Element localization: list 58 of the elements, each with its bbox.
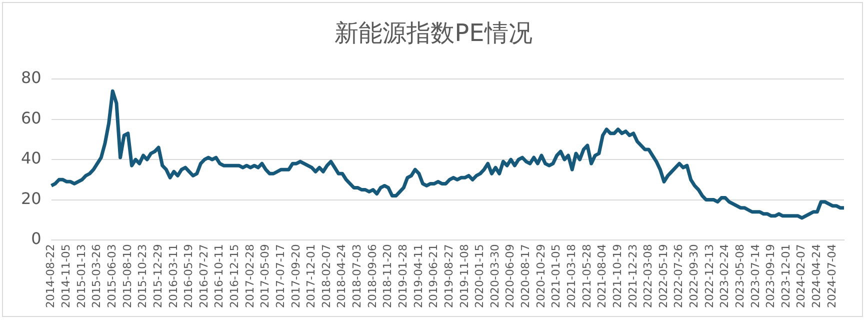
- y-tick-label: 60: [21, 108, 42, 128]
- x-tick-label: 2023-12-01: [779, 244, 792, 308]
- x-tick-label: 2016-05-19: [182, 244, 196, 308]
- x-tick-label: 2024-04-24: [810, 244, 824, 308]
- y-tick-label: 40: [21, 148, 42, 168]
- x-tick-label: 2014-11-05: [60, 244, 73, 308]
- x-tick-label: 2017-07-17: [274, 244, 287, 308]
- x-tick-label: 2017-09-20: [289, 244, 302, 308]
- x-tick-label: 2020-10-29: [534, 244, 548, 308]
- x-tick-label: 2019-11-08: [458, 244, 471, 308]
- x-tick-label: 2016-12-15: [228, 244, 242, 308]
- x-tick-label: 2018-07-03: [350, 244, 364, 308]
- x-tick-label: 2023-02-24: [718, 244, 732, 308]
- x-tick-label: 2021-01-05: [550, 244, 563, 308]
- x-tick-label: 2023-05-08: [733, 244, 746, 308]
- x-tick-label: 2022-05-19: [656, 244, 670, 308]
- x-tick-label: 2016-03-11: [166, 244, 180, 308]
- x-tick-label: 2015-08-10: [120, 244, 134, 308]
- x-tick-label: 2020-08-17: [519, 244, 532, 308]
- x-tick-label: 2020-06-09: [504, 244, 517, 308]
- chart-title: 新能源指数PE情况: [334, 18, 534, 49]
- x-tick-label: 2024-07-04: [825, 244, 838, 308]
- x-tick-label: 2020-03-30: [488, 244, 502, 308]
- x-tick-label: 2022-07-26: [672, 244, 686, 308]
- x-tick-label: 2019-04-11: [412, 244, 425, 308]
- x-tick-label: 2018-04-24: [335, 244, 348, 308]
- y-tick-label: 80: [21, 68, 42, 88]
- x-tick-label: 2023-09-19: [764, 244, 778, 308]
- x-tick-label: 2015-10-23: [136, 244, 150, 308]
- x-tick-label: 2015-03-26: [90, 244, 104, 308]
- x-tick-label: 2021-10-19: [610, 244, 624, 308]
- x-tick-label: 2015-01-13: [74, 244, 88, 308]
- x-tick-label: 2021-12-23: [626, 244, 640, 308]
- x-tick-label: 2019-06-21: [427, 244, 440, 308]
- x-tick-label: 2017-02-28: [243, 244, 256, 308]
- y-tick-label: 0: [31, 229, 42, 248]
- x-tick-label: 2021-05-28: [580, 244, 594, 308]
- x-tick-label: 2016-10-11: [212, 244, 226, 308]
- x-tick-label: 2014-08-22: [44, 244, 58, 308]
- x-tick-label: 2017-05-09: [258, 244, 272, 308]
- x-tick-label: 2018-11-20: [381, 244, 394, 308]
- x-tick-label: 2022-12-13: [702, 244, 716, 308]
- x-tick-label: 2024-02-07: [794, 244, 808, 308]
- x-tick-label: 2020-01-15: [473, 244, 486, 308]
- x-tick-label: 2023-07-14: [748, 244, 762, 308]
- x-tick-label: 2019-08-27: [442, 244, 456, 308]
- x-tick-label: 2021-03-18: [564, 244, 578, 308]
- x-tick-label: 2022-03-08: [642, 244, 655, 308]
- x-tick-label: 2019-01-28: [396, 244, 410, 308]
- x-tick-label: 2021-08-04: [596, 244, 609, 308]
- x-tick-label: 2018-02-07: [320, 244, 333, 308]
- y-tick-label: 20: [21, 188, 42, 208]
- x-tick-label: 2015-06-03: [105, 244, 118, 308]
- x-tick-label: 2022-09-30: [688, 244, 701, 308]
- x-tick-label: 2017-12-01: [304, 244, 318, 308]
- x-tick-label: 2018-09-06: [366, 244, 379, 308]
- x-tick-label: 2015-12-29: [151, 244, 164, 308]
- x-tick-label: 2016-07-27: [197, 244, 210, 308]
